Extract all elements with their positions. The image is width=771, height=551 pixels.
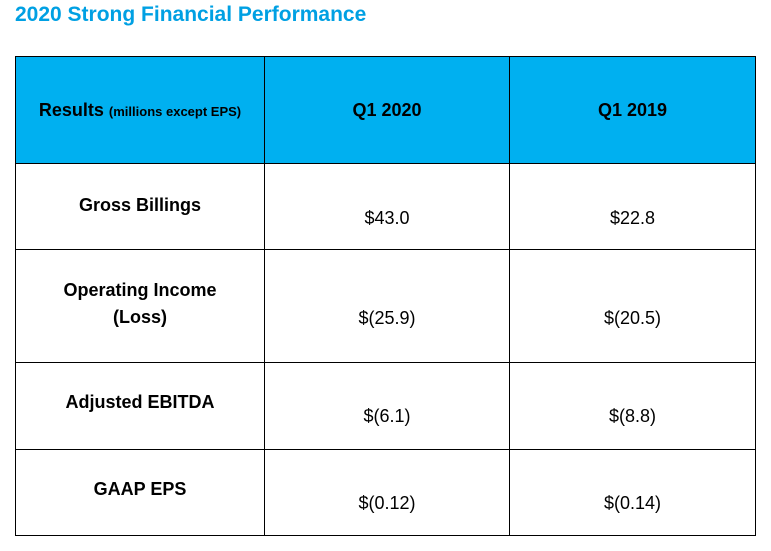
gaap-eps-q1-2019: $(0.14) (509, 449, 756, 536)
results-header-note: (millions except EPS) (108, 103, 242, 119)
table-row: Operating Income (Loss) $(25.9) $(20.5) (15, 249, 756, 363)
operating-income-q1-2020: $(25.9) (264, 249, 510, 363)
results-header-cell: Results (millions except EPS) (15, 56, 265, 164)
adjusted-ebitda-q1-2019: $(8.8) (509, 362, 756, 450)
operating-income-q1-2019: $(20.5) (509, 249, 756, 363)
table-row: GAAP EPS $(0.12) $(0.14) (15, 449, 756, 536)
adjusted-ebitda-q1-2020: $(6.1) (264, 362, 510, 450)
row-label-gaap-eps: GAAP EPS (15, 449, 265, 536)
gaap-eps-q1-2020: $(0.12) (264, 449, 510, 536)
page-title: 2020 Strong Financial Performance (15, 3, 367, 26)
results-header-label: Results (38, 99, 104, 120)
gross-billings-q1-2019: $22.8 (509, 163, 756, 250)
q1-2019-header: Q1 2019 (509, 56, 756, 164)
table-header-row: Results (millions except EPS) Q1 2020 Q1… (15, 56, 756, 164)
operating-income-label-line1: Operating Income (63, 280, 217, 300)
row-label-operating-income: Operating Income (Loss) (15, 249, 265, 363)
operating-income-label-line2: (Loss) (113, 307, 167, 327)
q1-2020-header: Q1 2020 (264, 56, 510, 164)
table-row: Gross Billings $43.0 $22.8 (15, 163, 756, 250)
financial-results-table: Results (millions except EPS) Q1 2020 Q1… (15, 56, 756, 536)
table-row: Adjusted EBITDA $(6.1) $(8.8) (15, 362, 756, 450)
row-label-gross-billings: Gross Billings (15, 163, 265, 250)
row-label-adjusted-ebitda: Adjusted EBITDA (15, 362, 265, 450)
gross-billings-q1-2020: $43.0 (264, 163, 510, 250)
